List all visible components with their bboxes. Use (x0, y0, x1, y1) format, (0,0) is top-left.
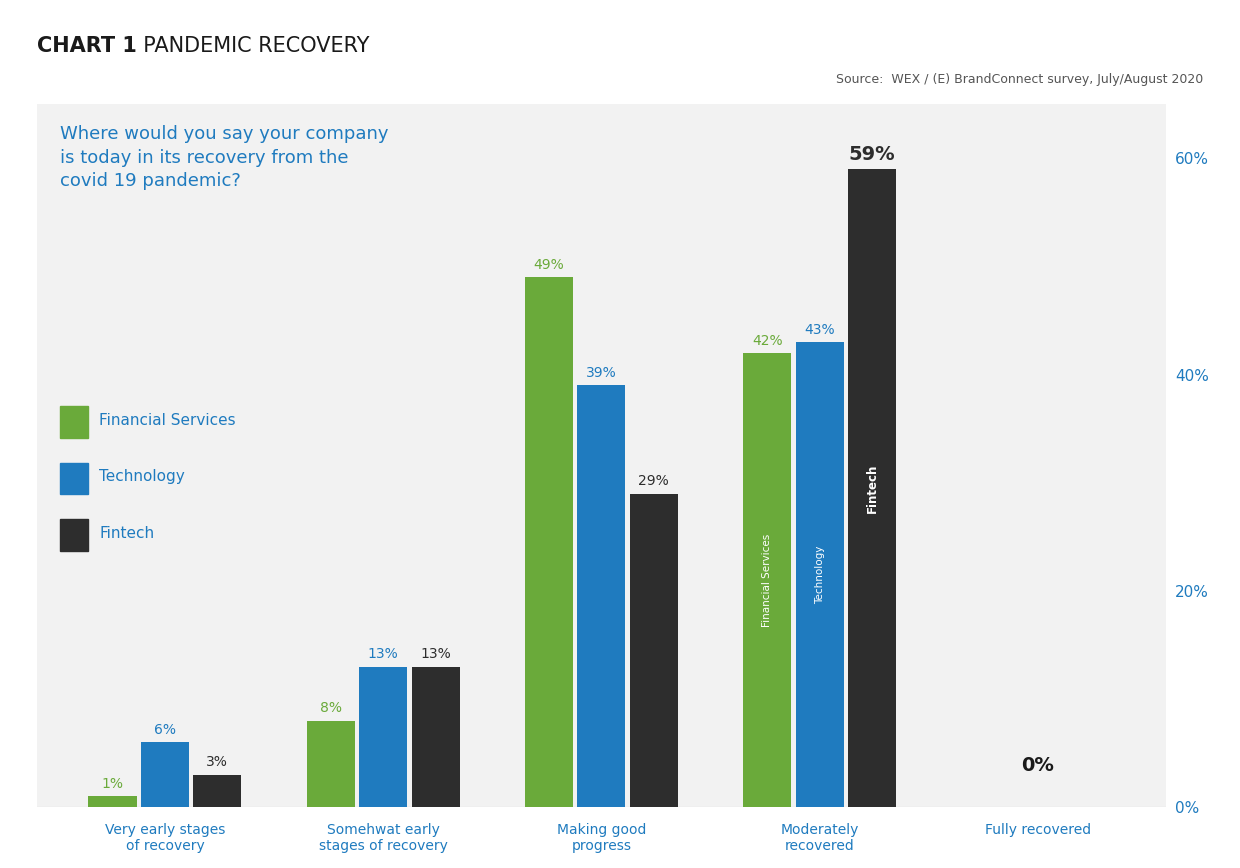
FancyBboxPatch shape (60, 519, 88, 550)
Text: 1%: 1% (102, 777, 124, 791)
Bar (88, 797, 136, 807)
Text: Source:  WEX / (E) BrandConnect survey, July/August 2020: Source: WEX / (E) BrandConnect survey, J… (836, 73, 1203, 86)
Bar (193, 775, 242, 807)
Text: 3%: 3% (206, 755, 228, 769)
Text: 39%: 39% (587, 366, 616, 380)
Text: 43%: 43% (805, 323, 835, 337)
Text: Technology: Technology (99, 470, 185, 484)
Text: PANDEMIC RECOVERY: PANDEMIC RECOVERY (130, 36, 370, 56)
Text: 0%: 0% (1022, 756, 1054, 775)
Text: 59%: 59% (848, 145, 895, 164)
Text: 13%: 13% (368, 648, 398, 661)
Text: 42%: 42% (751, 333, 782, 347)
Text: 49%: 49% (533, 258, 564, 272)
Bar (848, 169, 897, 807)
Text: Fintech: Fintech (99, 525, 155, 541)
Text: Where would you say your company
is today in its recovery from the
covid 19 pand: Where would you say your company is toda… (60, 125, 388, 190)
Bar (578, 385, 625, 807)
Bar (141, 742, 188, 807)
Bar (525, 277, 573, 807)
Bar (743, 353, 791, 807)
Bar (306, 720, 355, 807)
Bar (630, 494, 678, 807)
Text: CHART 1: CHART 1 (37, 36, 138, 56)
Bar (412, 667, 460, 807)
FancyBboxPatch shape (60, 406, 88, 438)
Text: 29%: 29% (639, 474, 670, 488)
Bar (360, 667, 407, 807)
Text: Financial Services: Financial Services (763, 534, 773, 627)
FancyBboxPatch shape (60, 463, 88, 495)
Text: 13%: 13% (420, 648, 451, 661)
Bar (796, 342, 843, 807)
Text: 8%: 8% (320, 701, 342, 715)
Text: 6%: 6% (154, 723, 176, 737)
Text: Financial Services: Financial Services (99, 413, 236, 428)
Text: Technology: Technology (815, 545, 825, 604)
Text: Fintech: Fintech (866, 464, 879, 513)
